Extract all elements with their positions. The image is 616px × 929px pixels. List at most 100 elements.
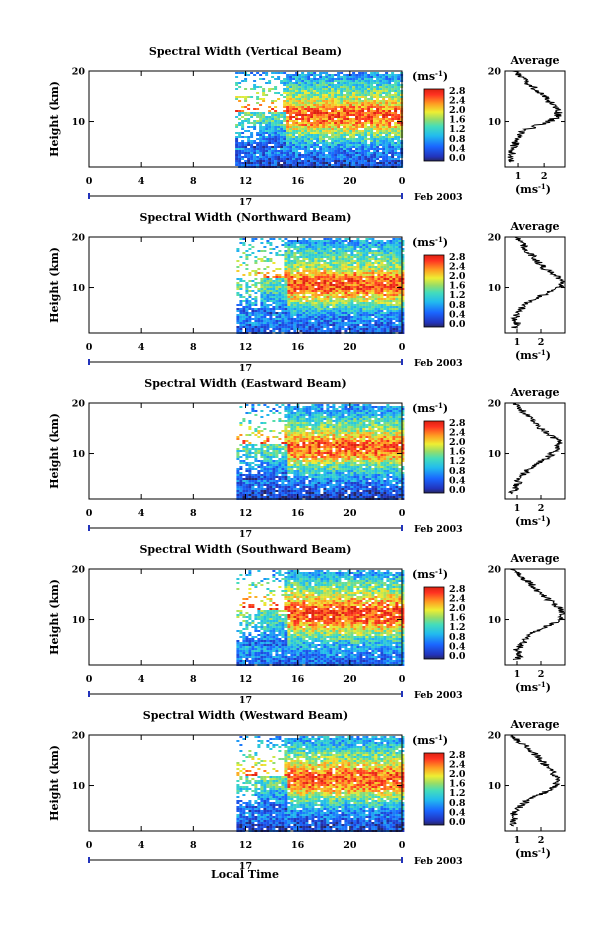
heatmap-cell [242, 454, 246, 456]
heatmap-cell [263, 462, 267, 464]
heatmap-cell [245, 446, 249, 448]
heatmap-cell [316, 96, 320, 98]
heatmap-cell [296, 266, 300, 268]
heatmap-cell [305, 256, 309, 258]
heatmap-cell [278, 304, 282, 306]
heatmap-cell [242, 462, 246, 464]
heatmap-cell [389, 248, 393, 250]
heatmap-cell [302, 330, 306, 332]
heatmap-cell [263, 276, 267, 278]
heatmap-cell [310, 86, 314, 88]
heatmap-cell [293, 266, 297, 268]
heatmap-cell [346, 164, 350, 166]
heatmap-cell [359, 262, 363, 264]
heatmap-cell [299, 282, 303, 284]
heatmap-cell [307, 162, 311, 164]
heatmap-cell [331, 146, 335, 148]
heatmap-cell [310, 104, 314, 106]
heatmap-cell [328, 80, 332, 82]
heatmap-cell [341, 270, 345, 272]
heatmap-cell [386, 254, 390, 256]
heatmap-cell [350, 274, 354, 276]
heatmap-cell [266, 486, 270, 488]
heatmap-cell [347, 308, 351, 310]
heatmap-cell [307, 154, 311, 156]
heatmap-cell [349, 132, 353, 134]
heatmap-cell [260, 492, 264, 494]
heatmap-cell [298, 98, 302, 100]
heatmap-cell [367, 108, 371, 110]
heatmap-cell [308, 330, 312, 332]
heatmap-cell [254, 326, 258, 328]
heatmap-cell [389, 250, 393, 252]
heatmap-cell [371, 306, 375, 308]
heatmap-cell [340, 148, 344, 150]
heatmap-cell [394, 82, 398, 84]
heatmap-cell [383, 312, 387, 314]
heatmap-cell [356, 252, 360, 254]
heatmap-cell [386, 278, 390, 280]
heatmap-cell [269, 478, 273, 480]
heatmap-cell [343, 116, 347, 118]
heatmap-cell [292, 82, 296, 84]
heatmap-cell [347, 286, 351, 288]
heatmap-cell [304, 156, 308, 158]
heatmap-cell [329, 292, 333, 294]
heatmap-cell [388, 120, 392, 122]
heatmap-cell [311, 280, 315, 282]
heatmap-cell [290, 242, 294, 244]
heatmap-cell [302, 240, 306, 242]
heatmap-cell [275, 300, 279, 302]
heatmap-cell [364, 74, 368, 76]
heatmap-cell [320, 272, 324, 274]
heatmap-cell [310, 144, 314, 146]
heatmap-cell [376, 140, 380, 142]
heatmap-cell [281, 330, 285, 332]
heatmap-cell [358, 104, 362, 106]
heatmap-cell [248, 464, 252, 466]
heatmap-cell [392, 316, 396, 318]
heatmap-cell [298, 122, 302, 124]
heatmap-cell [305, 262, 309, 264]
heatmap-cell [304, 82, 308, 84]
heatmap-cell [235, 132, 239, 134]
heatmap-cell [347, 258, 351, 260]
heatmap-cell [319, 98, 323, 100]
heatmap-cell [350, 324, 354, 326]
heatmap-cell [281, 322, 285, 324]
heatmap-cell [239, 424, 243, 426]
heatmap-cell [323, 238, 327, 240]
heatmap-cell [307, 94, 311, 96]
heatmap-cell [239, 474, 243, 476]
heatmap-cell [299, 286, 303, 288]
heatmap-cell [388, 118, 392, 120]
heatmap-cell [254, 410, 258, 412]
heatmap-cell [254, 430, 258, 432]
heatmap-cell [260, 482, 264, 484]
heatmap-cell [362, 314, 366, 316]
heatmap-cell [329, 314, 333, 316]
heatmap-cell [268, 88, 272, 90]
heatmap-cell [287, 302, 291, 304]
heatmap-cell [259, 132, 263, 134]
heatmap-cell [265, 148, 269, 150]
heatmap-cell [257, 316, 261, 318]
heatmap-cell [341, 254, 345, 256]
heatmap-cell [254, 496, 258, 498]
heatmap-cell [278, 326, 282, 328]
heatmap-cell [301, 94, 305, 96]
heatmap-cell [344, 252, 348, 254]
heatmap-cell [338, 304, 342, 306]
heatmap-cell [335, 274, 339, 276]
heatmap-cell [391, 78, 395, 80]
heatmap-cell [334, 156, 338, 158]
heatmap-cell [385, 80, 389, 82]
heatmap-cell [278, 318, 282, 320]
heatmap-cell [332, 306, 336, 308]
heatmap-cell [260, 486, 264, 488]
heatmap-cell [365, 246, 369, 248]
heatmap-cell [304, 76, 308, 78]
heatmap-cell [361, 132, 365, 134]
heatmap-cell [238, 148, 242, 150]
heatmap-cell [373, 102, 377, 104]
